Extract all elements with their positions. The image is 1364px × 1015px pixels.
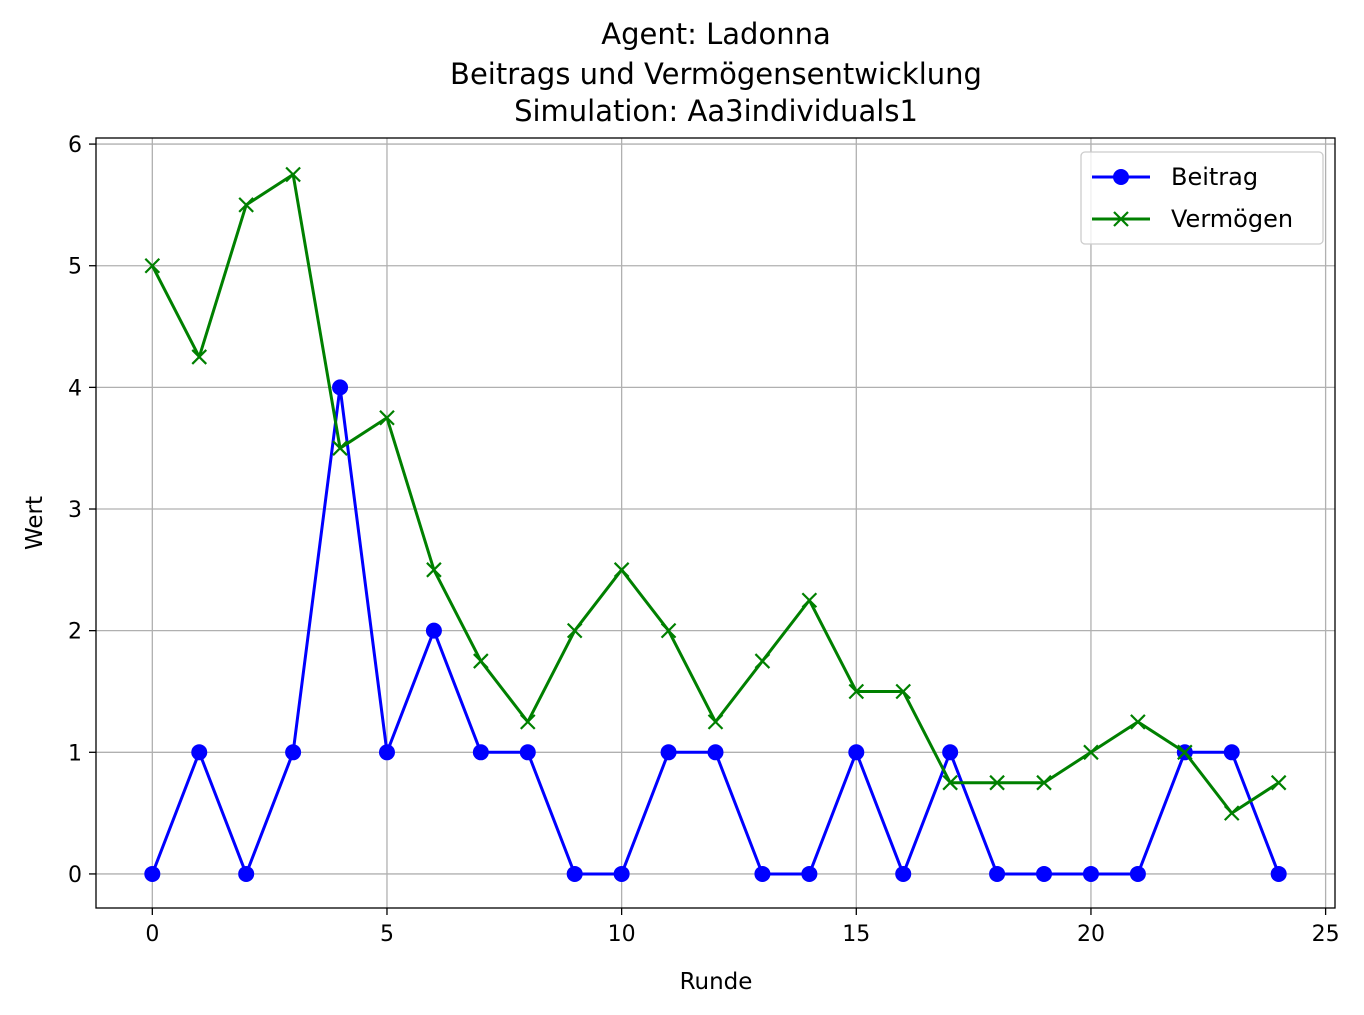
data-point-verm-gen [191, 349, 208, 365]
data-point-beitrag [1036, 865, 1053, 882]
y-axis-label: Wert [22, 496, 48, 550]
legend-marker [1113, 169, 1129, 185]
data-point-verm-gen [942, 774, 958, 791]
data-point-verm-gen [473, 653, 489, 669]
data-point-beitrag [801, 865, 818, 882]
data-point-beitrag [754, 865, 771, 882]
legend-item-beitrag: Beitrag [1092, 163, 1258, 191]
data-point-beitrag [425, 622, 442, 639]
data-point-beitrag [707, 744, 724, 761]
y-tick-label: 6 [68, 133, 82, 158]
data-point-beitrag [613, 865, 630, 882]
data-point-verm-gen [1177, 744, 1193, 761]
legend-label: Beitrag [1171, 163, 1258, 191]
data-point-verm-gen [989, 774, 1005, 791]
data-point-verm-gen [426, 562, 442, 578]
data-point-verm-gen [1223, 805, 1240, 821]
chart-title: Agent: Ladonna [601, 17, 830, 51]
data-point-beitrag [378, 744, 395, 761]
data-point-verm-gen [1130, 714, 1146, 730]
series-layer [144, 166, 1287, 882]
x-tick-label: 15 [842, 922, 870, 947]
data-point-verm-gen [801, 592, 818, 609]
x-tick-label: 20 [1077, 922, 1105, 947]
y-tick-label: 5 [68, 255, 82, 280]
data-point-beitrag [472, 744, 489, 761]
y-axis-ticks: 0 1 2 3 4 5 6 [68, 133, 96, 888]
data-point-verm-gen [332, 440, 348, 456]
data-point-beitrag [332, 379, 349, 396]
data-point-verm-gen [1083, 744, 1099, 761]
data-point-beitrag [895, 865, 912, 882]
data-point-verm-gen [1036, 774, 1052, 791]
data-point-beitrag [989, 865, 1006, 882]
y-tick-label: 4 [68, 376, 82, 401]
data-point-beitrag [238, 865, 255, 882]
data-point-verm-gen [519, 714, 536, 730]
data-point-verm-gen [379, 410, 395, 426]
legend-label: Vermögen [1171, 205, 1293, 233]
data-point-verm-gen [660, 622, 677, 639]
x-tick-label: 25 [1312, 922, 1340, 947]
data-point-beitrag [519, 744, 536, 761]
data-point-beitrag [660, 744, 677, 761]
chart-subtitle-line-2: Simulation: Aa3individuals1 [514, 94, 918, 128]
chart-subtitle-line-1: Beitrags und Vermögensentwicklung [450, 57, 982, 91]
y-tick-label: 0 [68, 863, 82, 888]
x-tick-label: 0 [145, 922, 159, 947]
data-point-verm-gen [566, 622, 583, 639]
data-point-verm-gen [1270, 774, 1287, 791]
data-point-beitrag [848, 744, 865, 761]
data-point-verm-gen [144, 257, 161, 274]
x-tick-label: 5 [380, 922, 394, 947]
legend: Beitrag Vermögen [1080, 151, 1324, 245]
data-point-beitrag [1270, 865, 1287, 882]
data-point-verm-gen [238, 197, 254, 213]
data-point-beitrag [942, 744, 959, 761]
data-point-beitrag [1223, 744, 1240, 761]
data-point-verm-gen [754, 653, 771, 669]
data-point-beitrag [285, 744, 302, 761]
legend-box [1080, 151, 1324, 245]
legend-marker [1113, 211, 1129, 227]
series-verm-gen [144, 166, 1287, 821]
data-point-verm-gen [613, 562, 630, 578]
data-point-verm-gen [707, 714, 724, 730]
data-point-verm-gen [895, 683, 912, 700]
data-point-beitrag [191, 744, 208, 761]
data-point-beitrag [144, 865, 161, 882]
y-tick-label: 3 [68, 498, 82, 523]
y-tick-label: 2 [68, 620, 82, 645]
plot-frame [95, 137, 1336, 909]
x-axis-label: Runde [680, 969, 753, 995]
x-tick-label: 10 [608, 922, 636, 947]
data-point-beitrag [566, 865, 583, 882]
y-tick-label: 1 [68, 741, 82, 766]
data-point-verm-gen [848, 683, 865, 700]
data-point-verm-gen [285, 166, 301, 183]
data-point-beitrag [1129, 865, 1146, 882]
series-line-verm-gen [150, 172, 1280, 815]
grid-lines [96, 138, 1335, 908]
data-point-beitrag [1082, 865, 1099, 882]
series-beitrag [144, 379, 1287, 882]
legend-item-verm-gen: Vermögen [1092, 205, 1293, 233]
x-axis-ticks: 0 5 10 15 20 25 [145, 908, 1340, 947]
